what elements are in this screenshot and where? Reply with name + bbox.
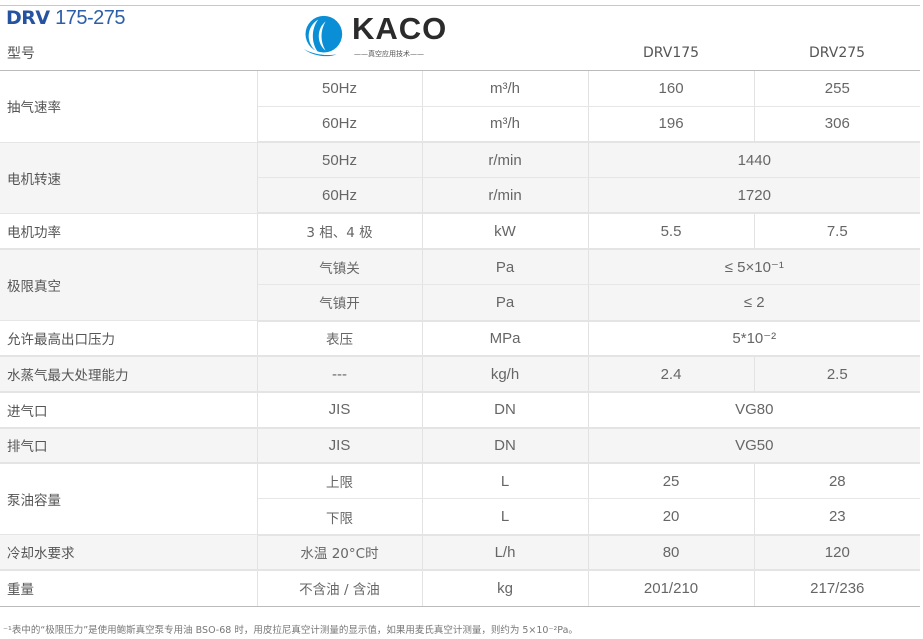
row-label: 泵油容量 [0,463,258,536]
value-cell-drv175: 2.4 [588,356,755,393]
table-row: 冷却水要求 水温 20°C时 L/h 80 120 [0,534,921,572]
unit-cell: m³/h [422,70,589,107]
table-row: 抽气速率 50Hz m³/h 160 255 [0,70,921,143]
condition-cell: 不含油 / 含油 [257,570,423,607]
condition-cell: 气镇开 [257,284,423,322]
header-row: 型号 DRV175 DRV275 [0,35,921,72]
value-cell-shared: ≤ 2 [588,284,921,322]
kaco-logo-icon [303,15,343,57]
value-cell-drv275: 120 [754,534,921,572]
unit-cell: Pa [422,284,589,322]
table-row: 电机转速 50Hz r/min 1440 [0,142,921,214]
unit-cell: DN [422,391,589,429]
value-cell-drv175: 196 [588,106,755,144]
condition-cell: 50Hz [257,70,423,107]
row-label: 进气口 [0,391,258,429]
condition-cell: 60Hz [257,177,423,215]
unit-cell: r/min [422,142,589,179]
row-label: 重量 [0,570,258,607]
value-cell-drv175: 25 [588,463,755,500]
table-row: 60Hz r/min 1720 [0,177,921,215]
condition-cell: 水温 20°C时 [257,534,423,572]
table-row: 进气口 JIS DN VG80 [0,391,921,429]
unit-cell: kW [422,213,589,251]
table-row: 电机功率 3 相、4 极 kW 5.5 7.5 [0,213,921,251]
value-cell-shared: 5*10⁻² [588,320,921,358]
condition-cell: JIS [257,427,423,465]
value-cell-shared: 1720 [588,177,921,215]
condition-cell: 上限 [257,463,423,500]
row-label: 电机转速 [0,142,258,214]
value-cell-shared: VG50 [588,427,921,465]
table-row: 允许最高出口压力 表压 MPa 5*10⁻² [0,320,921,358]
value-cell-drv275: 2.5 [754,356,921,393]
row-label: 电机功率 [0,213,258,251]
value-cell-drv175: 5.5 [588,213,755,251]
page-title: DRV 175-275 [6,7,126,30]
value-cell-drv275: 217/236 [754,570,921,607]
table-row: 下限 L 20 23 [0,498,921,536]
unit-cell: DN [422,427,589,465]
unit-cell: Pa [422,249,589,286]
row-label: 抽气速率 [0,70,258,143]
value-cell-drv275: 255 [754,70,921,107]
value-cell-shared: 1440 [588,142,921,179]
value-cell-drv275: 306 [754,106,921,144]
row-label: 冷却水要求 [0,534,258,572]
condition-cell: 气镇关 [257,249,423,286]
unit-cell: r/min [422,177,589,215]
spec-table: 型号 DRV175 DRV275 抽气速率 50Hz m³/h 160 255 60Hz m… [0,35,921,607]
table-row: 泵油容量 上限 L 25 28 [0,463,921,536]
table-row: 极限真空 气镇关 Pa ≤ 5×10⁻¹ [0,249,921,322]
unit-cell: L [422,498,589,536]
table-row: 排气口 JIS DN VG50 [0,427,921,465]
row-label: 排气口 [0,427,258,465]
unit-cell: kg [422,570,589,607]
watermark-brand: KACO [352,11,448,46]
value-cell-drv175: 201/210 [588,570,755,607]
model-drv175: DRV175 [588,35,755,72]
value-cell-shared: VG80 [588,391,921,429]
row-label: 允许最高出口压力 [0,320,258,358]
unit-cell: L [422,463,589,500]
condition-cell: JIS [257,391,423,429]
table-row: 60Hz m³/h 196 306 [0,106,921,144]
footnote: ⁻¹表中的“极限压力”是使用鲍斯真空泵专用油 BSO-68 时，用皮拉尼真空计测… [3,625,578,636]
row-label: 极限真空 [0,249,258,322]
condition-cell: 50Hz [257,142,423,179]
value-cell-drv275: 28 [754,463,921,500]
condition-cell: 3 相、4 极 [257,213,423,251]
value-cell-drv175: 20 [588,498,755,536]
top-divider [0,5,920,6]
value-cell-drv175: 160 [588,70,755,107]
condition-cell: 表压 [257,320,423,358]
condition-cell: 60Hz [257,106,423,144]
value-cell-shared: ≤ 5×10⁻¹ [588,249,921,286]
model-label: 型号 [0,35,589,72]
table-row: 气镇开 Pa ≤ 2 [0,284,921,322]
table-row: 水蒸气最大处理能力 --- kg/h 2.4 2.5 [0,356,921,393]
model-drv275: DRV275 [754,35,921,72]
unit-cell: m³/h [422,106,589,144]
table-row: 重量 不含油 / 含油 kg 201/210 217/236 [0,570,921,607]
unit-cell: MPa [422,320,589,358]
watermark-tagline: ——真空应用技术—— [354,50,424,58]
row-label: 水蒸气最大处理能力 [0,356,258,393]
value-cell-drv275: 23 [754,498,921,536]
unit-cell: kg/h [422,356,589,393]
title-series: DRV [6,7,50,29]
unit-cell: L/h [422,534,589,572]
value-cell-drv175: 80 [588,534,755,572]
title-range: 175-275 [55,7,126,29]
condition-cell: --- [257,356,423,393]
value-cell-drv275: 7.5 [754,213,921,251]
condition-cell: 下限 [257,498,423,536]
